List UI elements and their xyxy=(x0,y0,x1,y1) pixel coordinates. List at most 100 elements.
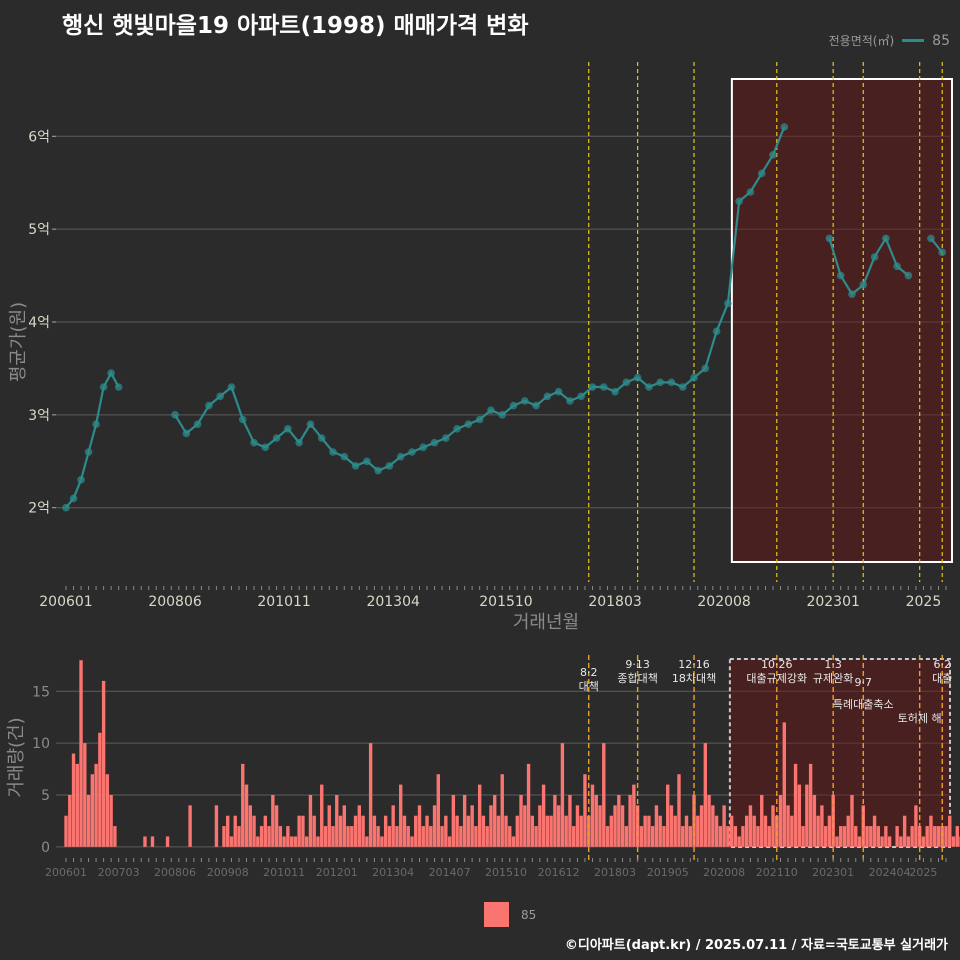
volume-x-tick-label: 200703 xyxy=(98,866,140,879)
policy-date: 1·3 xyxy=(824,658,842,671)
policy-text: 토허제 해 xyxy=(898,711,942,725)
volume-bar xyxy=(297,815,301,847)
policy-text: 대책 xyxy=(579,680,599,693)
volume-bar xyxy=(729,815,734,847)
volume-bar xyxy=(406,826,410,847)
volume-bar xyxy=(496,815,501,847)
volume-bar xyxy=(248,805,252,847)
volume-bar xyxy=(365,836,369,847)
volume-bar xyxy=(316,836,320,847)
volume-bar xyxy=(331,826,335,847)
series-85-point xyxy=(193,420,202,428)
series-85-point xyxy=(261,443,270,452)
volume-bar xyxy=(850,794,854,847)
volume-bar xyxy=(778,794,783,847)
volume-x-tick-label: 200806 xyxy=(154,866,196,879)
volume-bar xyxy=(368,743,373,847)
volume-bar xyxy=(383,815,388,847)
volume-bar xyxy=(233,815,237,847)
volume-highlight-box xyxy=(728,658,952,848)
volume-bar xyxy=(504,815,508,847)
volume-x-tick-label: 201201 xyxy=(316,866,358,879)
volume-bar xyxy=(865,826,869,847)
volume-bar xyxy=(75,763,79,847)
policy-date: 9·13 xyxy=(625,658,650,671)
volume-bar xyxy=(820,805,824,847)
volume-bar xyxy=(481,815,486,847)
series-85-point xyxy=(396,452,405,461)
volume-bar xyxy=(519,794,523,847)
legend-line-swatch xyxy=(902,39,925,42)
series-85-point xyxy=(554,387,563,396)
series-85-point xyxy=(848,290,856,298)
price-y-tick-label: 5억 xyxy=(28,222,50,238)
series-85-point xyxy=(735,197,743,206)
volume-bar xyxy=(579,815,583,847)
price-y-tick-label: 3억 xyxy=(28,408,50,424)
volume-bar xyxy=(451,794,456,847)
volume-y-axis-label: 거래량(건) xyxy=(6,717,27,797)
volume-bar xyxy=(282,836,286,847)
volume-bar xyxy=(684,815,689,847)
legend-item-85: 85 xyxy=(932,32,950,49)
volume-bar xyxy=(98,732,102,847)
policy-date: 8·2 xyxy=(580,666,598,679)
price-y-axis-label: 평균가(원) xyxy=(8,302,29,382)
series-85-point xyxy=(599,383,608,391)
legend-bar-swatch xyxy=(484,902,509,927)
volume-bar xyxy=(252,815,256,847)
volume-bar xyxy=(436,774,440,847)
volume-bar xyxy=(805,784,809,847)
volume-bar xyxy=(226,815,230,847)
series-85-point xyxy=(667,378,676,387)
volume-bar xyxy=(327,805,331,847)
series-85-point xyxy=(882,234,890,243)
volume-bar xyxy=(489,805,493,847)
volume-bar xyxy=(83,743,87,847)
volume-bar xyxy=(801,826,805,847)
volume-bar xyxy=(320,784,324,847)
volume-bar xyxy=(391,805,395,847)
volume-bar xyxy=(410,836,414,847)
volume-bar xyxy=(929,815,933,847)
volume-bar xyxy=(477,784,482,847)
volume-bar xyxy=(711,805,715,847)
volume-bar xyxy=(925,826,929,847)
volume-bar xyxy=(948,815,952,847)
policy-date: 9·7 xyxy=(855,676,873,689)
volume-bar xyxy=(643,815,647,847)
volume-bar xyxy=(346,826,350,847)
series-85-point xyxy=(904,271,913,280)
volume-bar xyxy=(741,826,745,847)
volume-bar xyxy=(515,815,519,847)
volume-bar xyxy=(677,774,681,847)
volume-bar xyxy=(549,815,553,847)
volume-x-tick-label: 201011 xyxy=(263,866,305,879)
highlight-box xyxy=(730,78,954,563)
series-85-point xyxy=(521,397,529,405)
policy-date: 10·26 xyxy=(761,658,793,671)
volume-bar xyxy=(722,805,726,847)
volume-bar xyxy=(485,826,489,847)
price-x-tick-label: 201803 xyxy=(588,594,641,610)
series-85-point xyxy=(611,387,619,396)
volume-bar xyxy=(846,815,850,847)
volume-bar xyxy=(752,815,756,847)
series-85-point xyxy=(69,494,78,503)
volume-bar xyxy=(880,836,884,847)
policy-date: 12·16 xyxy=(678,658,710,671)
price-y-tick-label: 6억 xyxy=(28,129,50,145)
policy-text: 규제완화 xyxy=(813,672,853,685)
volume-bar xyxy=(692,794,696,847)
series-85-point xyxy=(92,420,100,428)
volume-bar xyxy=(560,743,565,847)
volume-bar xyxy=(308,794,313,847)
volume-x-tick-label: 201304 xyxy=(372,866,414,879)
volume-bar xyxy=(105,774,110,847)
series-85-point xyxy=(216,392,224,401)
volume-bar xyxy=(440,826,444,847)
volume-x-tick-label: 200908 xyxy=(207,866,249,879)
volume-bar xyxy=(395,826,399,847)
